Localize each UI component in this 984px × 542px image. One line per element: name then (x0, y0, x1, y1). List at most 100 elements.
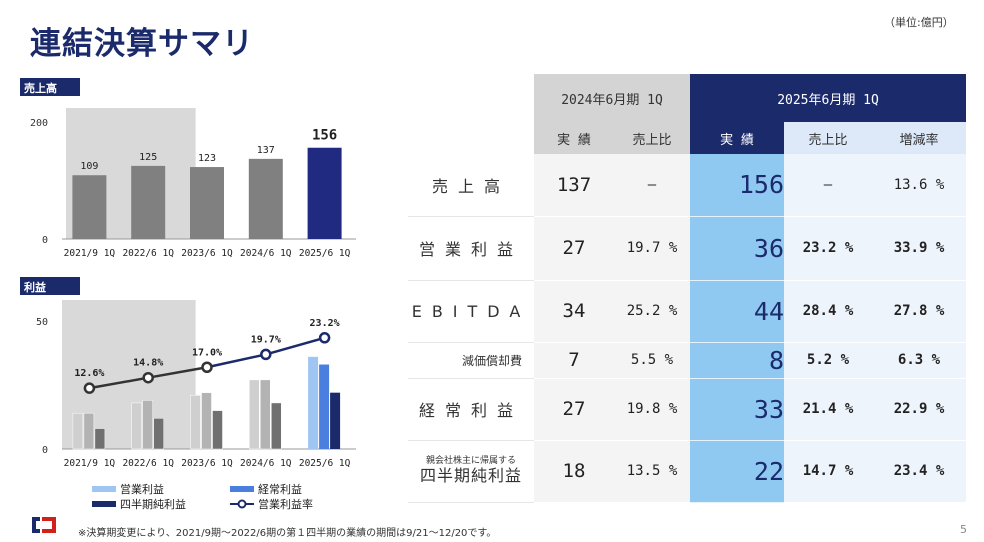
sales-bar (131, 165, 166, 239)
growth-2025: 23.4 % (872, 440, 966, 503)
table-corner (408, 122, 534, 154)
profit-bar (212, 410, 223, 450)
unit-label: （単位:億円） (884, 16, 954, 29)
table-corner (408, 74, 534, 122)
sales-data-label: 156 (312, 128, 337, 144)
ratio-2024: 19.8 % (614, 378, 690, 441)
kpi-table: 2024年6月期 1Q 2025年6月期 1Q 実 績 売上比 実 績 売上比 … (408, 74, 966, 503)
ratio-2024: 13.5 % (614, 440, 690, 503)
y-tick-label: 0 (42, 445, 48, 456)
legend-label: 営業利益率 (258, 498, 313, 511)
table-row: 親会社株主に帰属する 四半期純利益 18 13.5 % 22 14.7 % 23… (408, 440, 966, 503)
ratio-2025: 23.2 % (784, 216, 872, 281)
margin-point (201, 361, 213, 373)
table-row: EBITDA 34 25.2 % 44 28.4 % 27.8 % (408, 280, 966, 343)
legend-label: 営業利益 (120, 483, 164, 496)
x-tick-label: 2023/6 1Q (181, 458, 233, 469)
ratio-2025: 21.4 % (784, 378, 872, 441)
profit-bar (308, 356, 319, 449)
growth-2025: 27.8 % (872, 280, 966, 343)
y-tick-label: 0 (42, 235, 48, 246)
value-2025: 44 (690, 280, 784, 343)
ratio-2025: 5.2 % (784, 342, 872, 379)
margin-data-label: 17.0% (192, 347, 222, 358)
legend-swatch (92, 486, 116, 492)
value-2025: 156 (690, 154, 784, 217)
legend-operating-profit: 営業利益 (92, 481, 164, 497)
profit-bar (330, 392, 341, 449)
ratio-2024: 25.2 % (614, 280, 690, 343)
row-label: 売上高 (408, 154, 534, 217)
profit-bar (131, 402, 142, 450)
sales-data-label: 137 (257, 145, 275, 156)
table-row: 売上高 137 ― 156 ― 13.6 % (408, 154, 966, 217)
sub-2024-actual: 実 績 (534, 122, 614, 154)
profit-bar (201, 392, 212, 450)
value-2025: 22 (690, 440, 784, 503)
row-label-main: 四半期純利益 (419, 466, 522, 486)
profit-bar (94, 428, 106, 450)
sub-2025-ratio: 売上比 (784, 122, 872, 154)
x-tick-label: 2025/6 1Q (299, 248, 351, 259)
row-label: EBITDA (408, 280, 534, 343)
profit-bar (260, 379, 271, 450)
ratio-2024: ― (614, 154, 690, 217)
profit-chart: 0 50 2021/9 1Q 2022/6 1Q 2023/6 1Q 2024/6 1Q 2… (36, 300, 356, 469)
row-label: 親会社株主に帰属する 四半期純利益 (408, 440, 534, 503)
y-tick-label: 50 (36, 317, 48, 328)
sales-data-label: 109 (80, 161, 98, 172)
legend-operating-margin: 営業利益率 (230, 496, 313, 512)
profit-bar (83, 412, 95, 450)
footnote: ※決算期変更により、2021/9期〜2022/6期の第１四半期の業績の期間は9/… (78, 528, 497, 539)
value-2024: 7 (534, 342, 614, 379)
sales-bar (72, 175, 107, 239)
margin-point (83, 382, 96, 394)
x-tick-label: 2024/6 1Q (240, 248, 292, 259)
margin-data-label: 14.8% (133, 358, 163, 369)
value-2024: 137 (534, 154, 614, 217)
company-logo-icon (32, 517, 56, 533)
ratio-2024: 19.7 % (614, 216, 690, 281)
margin-point (142, 371, 154, 384)
legend-line-icon (230, 499, 254, 509)
sub-2025-growth: 増減率 (872, 122, 966, 154)
growth-2025: 33.9 % (872, 216, 966, 281)
margin-data-label: 23.2% (310, 318, 340, 329)
y-tick-label: 200 (30, 118, 48, 129)
profit-bar (72, 412, 84, 450)
growth-2025: 22.9 % (872, 378, 966, 441)
sales-chart: 0 200 109 2021/9 1Q 125 2022/6 1Q 123 2023/6 1Q… (30, 108, 356, 259)
margin-line-segment (147, 366, 208, 379)
profit-bar (319, 364, 330, 449)
legend-label: 経常利益 (258, 483, 302, 496)
legend-net-profit: 四半期純利益 (92, 496, 186, 512)
row-label: 経常利益 (408, 378, 534, 441)
x-tick-label: 2025/6 1Q (299, 458, 351, 469)
row-label: 営業利益 (408, 216, 534, 281)
ratio-2025: 28.4 % (784, 280, 872, 343)
header-2025: 2025年6月期 1Q (690, 74, 966, 122)
ratio-2024: 5.5 % (614, 342, 690, 379)
x-tick-label: 2022/6 1Q (122, 458, 174, 469)
margin-point (318, 332, 331, 344)
profit-bar (190, 394, 201, 450)
sales-data-label: 125 (139, 152, 157, 163)
sales-data-label: 123 (198, 153, 216, 164)
value-2024: 18 (534, 440, 614, 503)
sales-bar (190, 167, 224, 239)
legend-swatch (92, 501, 116, 507)
margin-point (260, 348, 272, 361)
profit-bar (271, 402, 282, 450)
value-2024: 27 (534, 378, 614, 441)
margin-line-segment (265, 336, 325, 356)
value-2024: 34 (534, 280, 614, 343)
growth-2025: 6.3 % (872, 342, 966, 379)
value-2025: 33 (690, 378, 784, 441)
row-label-prefix: 親会社株主に帰属する (425, 456, 516, 467)
sales-bar (307, 147, 342, 239)
ratio-2025: ― (784, 154, 872, 217)
value-2024: 27 (534, 216, 614, 281)
sub-2025-actual: 実 績 (690, 122, 784, 154)
legend-ordinary-profit: 経常利益 (230, 481, 302, 497)
sales-bar (248, 158, 283, 239)
